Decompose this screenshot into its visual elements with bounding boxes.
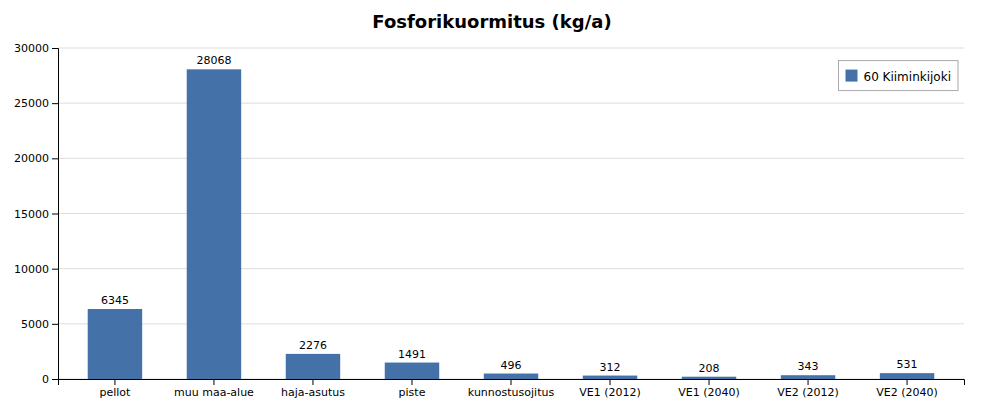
y-tick-mark	[52, 324, 58, 325]
y-tick: 5000	[21, 318, 58, 331]
y-tick: 15000	[14, 208, 58, 221]
y-tick-mark	[52, 379, 58, 380]
y-tick-mark	[52, 48, 58, 49]
x-tick-mark	[907, 379, 908, 385]
bar	[88, 309, 142, 379]
x-tick-mark	[511, 379, 512, 385]
x-tick-label: VE2 (2040)	[876, 386, 938, 399]
grid	[58, 48, 964, 379]
x-tick-label: VE1 (2012)	[579, 386, 641, 399]
y-tick-label: 5000	[21, 318, 49, 331]
data-label: 208	[699, 362, 720, 375]
x-tick-mark	[411, 379, 412, 385]
bar	[781, 375, 835, 379]
x-tick: muu maa-alue	[174, 379, 254, 399]
title: Fosforikuormitus (kg/a)	[372, 11, 611, 32]
y-axis-line	[52, 49, 59, 380]
legend-swatch	[846, 70, 858, 82]
x-axis-line	[59, 380, 965, 386]
x-tick: pellot	[99, 379, 131, 399]
x-tick-mark	[114, 379, 115, 385]
x-tick: kunnostusojitus	[468, 379, 555, 399]
y-tick-mark	[52, 269, 58, 270]
y-tick-label: 30000	[14, 42, 49, 55]
y-tick-mark	[52, 158, 58, 159]
x-tick-label: muu maa-alue	[174, 386, 254, 399]
x-tick-mark	[610, 379, 611, 385]
data-labels: 6345 28068 2276 1491 496 312 208 343 531	[101, 54, 918, 374]
x-tick-label: pellot	[99, 386, 131, 399]
bar	[187, 69, 241, 379]
x-tick-mark	[709, 379, 710, 385]
x-tick: haja-asutus	[281, 379, 345, 399]
x-tick-label: VE2 (2012)	[777, 386, 839, 399]
y-tick-label: 0	[42, 373, 49, 386]
legend-label: 60 Kiiminkijoki	[864, 70, 952, 84]
data-label: 312	[600, 361, 621, 374]
bar	[880, 373, 934, 379]
grid-line	[58, 48, 964, 49]
data-label: 496	[501, 359, 522, 372]
y-tick: 25000	[14, 97, 58, 110]
x-tick: VE1 (2012)	[579, 379, 641, 399]
bar	[286, 354, 340, 379]
data-label: 2276	[299, 339, 327, 352]
legend-frame	[839, 61, 959, 91]
x-tick-mark	[312, 379, 313, 385]
y-tick-mark	[52, 103, 58, 104]
x-tick-label: haja-asutus	[281, 386, 345, 399]
x-tick: VE1 (2040)	[678, 379, 740, 399]
y-tick: 20000	[14, 152, 58, 165]
y-tick-mark	[52, 214, 58, 215]
x-tick-mark	[213, 379, 214, 385]
y-tick: 30000	[14, 42, 58, 55]
data-label: 6345	[101, 294, 129, 307]
plot: 0 5000 10000 15000 20000 25000 30000 pellot muu …	[14, 42, 965, 399]
x-axis: pellot muu maa-alue haja-asutus piste kunnos…	[59, 379, 965, 399]
legend: 60 Kiiminkijoki	[839, 61, 959, 91]
chart: Fosforikuormitus (kg/a) 0 5000 10000 15000 20…	[0, 0, 984, 413]
bar	[484, 374, 538, 379]
bar	[583, 376, 637, 379]
legend-item: 60 Kiiminkijoki	[846, 70, 952, 84]
y-tick-label: 20000	[14, 152, 49, 165]
x-tick-label: piste	[399, 386, 426, 399]
data-label: 1491	[398, 348, 426, 361]
y-tick-label: 15000	[14, 208, 49, 221]
x-tick-mark	[808, 379, 809, 385]
y-tick-label: 25000	[14, 97, 49, 110]
y-tick: 0	[42, 373, 58, 386]
bar	[682, 377, 736, 379]
data-label: 531	[897, 358, 918, 371]
x-tick-label: VE1 (2040)	[678, 386, 740, 399]
data-label: 343	[798, 360, 819, 373]
y-tick-label: 10000	[14, 263, 49, 276]
x-tick-label: kunnostusojitus	[468, 386, 555, 399]
data-label: 28068	[196, 54, 231, 67]
bar	[385, 363, 439, 379]
bars	[88, 69, 935, 379]
y-tick: 10000	[14, 263, 58, 276]
x-tick: VE2 (2040)	[876, 379, 938, 399]
x-tick: VE2 (2012)	[777, 379, 839, 399]
x-tick: piste	[399, 379, 426, 399]
y-axis: 0 5000 10000 15000 20000 25000 30000	[14, 42, 59, 386]
